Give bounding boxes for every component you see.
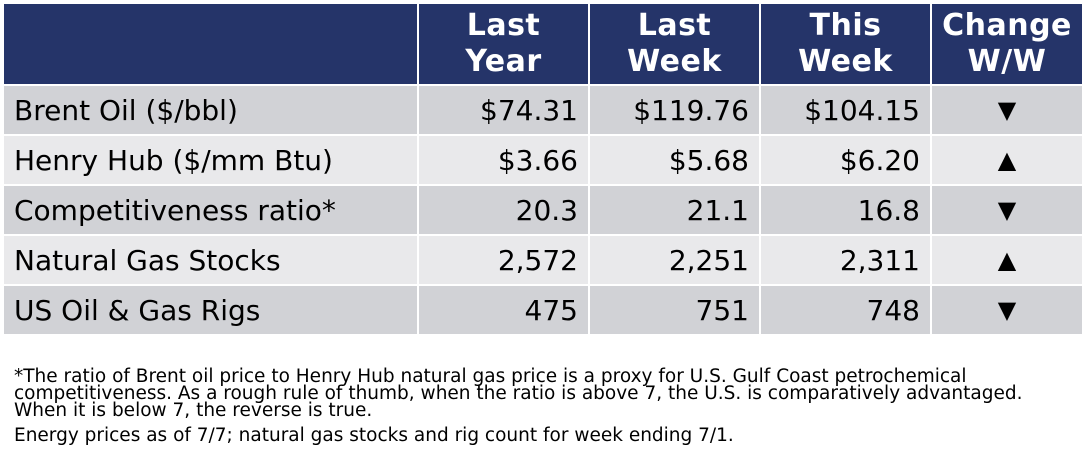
header-change-line2: W/W (967, 44, 1047, 79)
header-last-year-line1: Last (466, 8, 541, 43)
table-row: Brent Oil ($/bbl) $74.31 $119.76 $104.15… (2, 84, 1083, 136)
header-last-week: Last Week (588, 2, 761, 86)
cell-last-year: $74.31 (417, 84, 590, 136)
table-row: US Oil & Gas Rigs 475 751 748 ▼ (2, 284, 1083, 336)
header-this-week-line1: This (809, 8, 882, 43)
table-row: Henry Hub ($/mm Btu) $3.66 $5.68 $6.20 ▲ (2, 134, 1083, 186)
header-last-year: Last Year (417, 2, 590, 86)
down-triangle-icon: ▼ (930, 184, 1083, 236)
cell-this-week: 16.8 (759, 184, 932, 236)
footnotes: *The ratio of Brent oil price to Henry H… (14, 366, 1076, 446)
energy-indicators-table: Last Year Last Week This Week Change W/W (2, 2, 1083, 336)
cell-this-week: $6.20 (759, 134, 932, 186)
cell-last-week: $5.68 (588, 134, 761, 186)
down-triangle-icon: ▼ (930, 84, 1083, 136)
cell-last-year: 2,572 (417, 234, 590, 286)
up-triangle-icon: ▲ (930, 134, 1083, 186)
cell-this-week: $104.15 (759, 84, 932, 136)
cell-this-week: 748 (759, 284, 932, 336)
cell-last-year: 475 (417, 284, 590, 336)
cell-this-week: 2,311 (759, 234, 932, 286)
header-change-line1: Change (942, 8, 1072, 43)
cell-last-year: $3.66 (417, 134, 590, 186)
cell-last-week: 2,251 (588, 234, 761, 286)
header-last-week-line1: Last (637, 8, 712, 43)
header-blank (2, 2, 419, 86)
row-label: Competitiveness ratio* (2, 184, 419, 236)
competitiveness-footnote: *The ratio of Brent oil price to Henry H… (14, 366, 1023, 421)
cell-last-week: $119.76 (588, 84, 761, 136)
header-last-year-line2: Year (465, 44, 542, 79)
up-triangle-icon: ▲ (930, 234, 1083, 286)
row-label: Natural Gas Stocks (2, 234, 419, 286)
table-row: Competitiveness ratio* 20.3 21.1 16.8 ▼ (2, 184, 1083, 236)
row-label: Brent Oil ($/bbl) (2, 84, 419, 136)
row-label: US Oil & Gas Rigs (2, 284, 419, 336)
cell-last-week: 21.1 (588, 184, 761, 236)
row-label: Henry Hub ($/mm Btu) (2, 134, 419, 186)
table-row: Natural Gas Stocks 2,572 2,251 2,311 ▲ (2, 234, 1083, 286)
down-triangle-icon: ▼ (930, 284, 1083, 336)
as-of-note: Energy prices as of 7/7; natural gas sto… (14, 425, 734, 446)
header-last-week-line2: Week (627, 44, 722, 79)
cell-last-year: 20.3 (417, 184, 590, 236)
cell-last-week: 751 (588, 284, 761, 336)
table-header-row: Last Year Last Week This Week Change W/W (2, 2, 1083, 86)
header-change: Change W/W (930, 2, 1083, 86)
header-this-week-line2: Week (798, 44, 893, 79)
header-this-week: This Week (759, 2, 932, 86)
